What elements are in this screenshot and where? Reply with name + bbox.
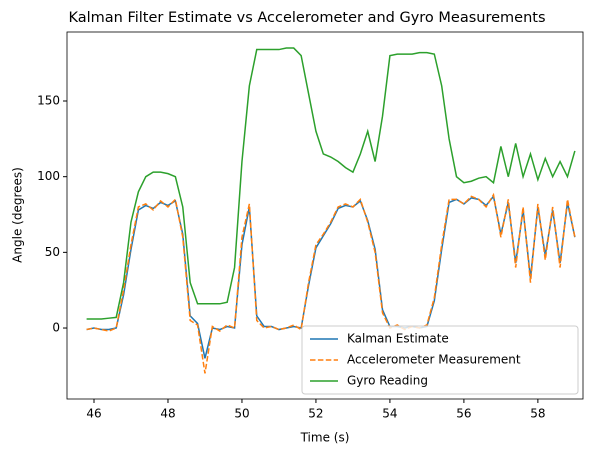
x-tick-label: 58 [530,407,545,421]
y-tick-label: 100 [37,169,60,183]
legend-label: Accelerometer Measurement [347,353,521,367]
plot-area [66,31,584,400]
y-tick-label: 50 [45,245,60,259]
x-tick-label: 50 [234,407,249,421]
line-series [86,47,576,320]
x-axis-label: Time (s) [300,431,350,445]
x-tick-label: 46 [86,407,101,421]
line-series [86,192,576,374]
chart-title: Kalman Filter Estimate vs Accelerometer … [68,10,545,26]
legend-label: Kalman Estimate [347,332,449,346]
legend-label: Gyro Reading [347,374,428,388]
x-tick-label: 54 [382,407,397,421]
y-tick-label: 0 [52,321,60,335]
y-tick-label: 150 [37,94,60,108]
x-tick-label: 56 [456,407,471,421]
y-axis-label: Angle (degrees) [11,167,25,263]
legend-box [301,325,579,395]
x-tick-label: 52 [308,407,323,421]
x-tick-label: 48 [160,407,175,421]
